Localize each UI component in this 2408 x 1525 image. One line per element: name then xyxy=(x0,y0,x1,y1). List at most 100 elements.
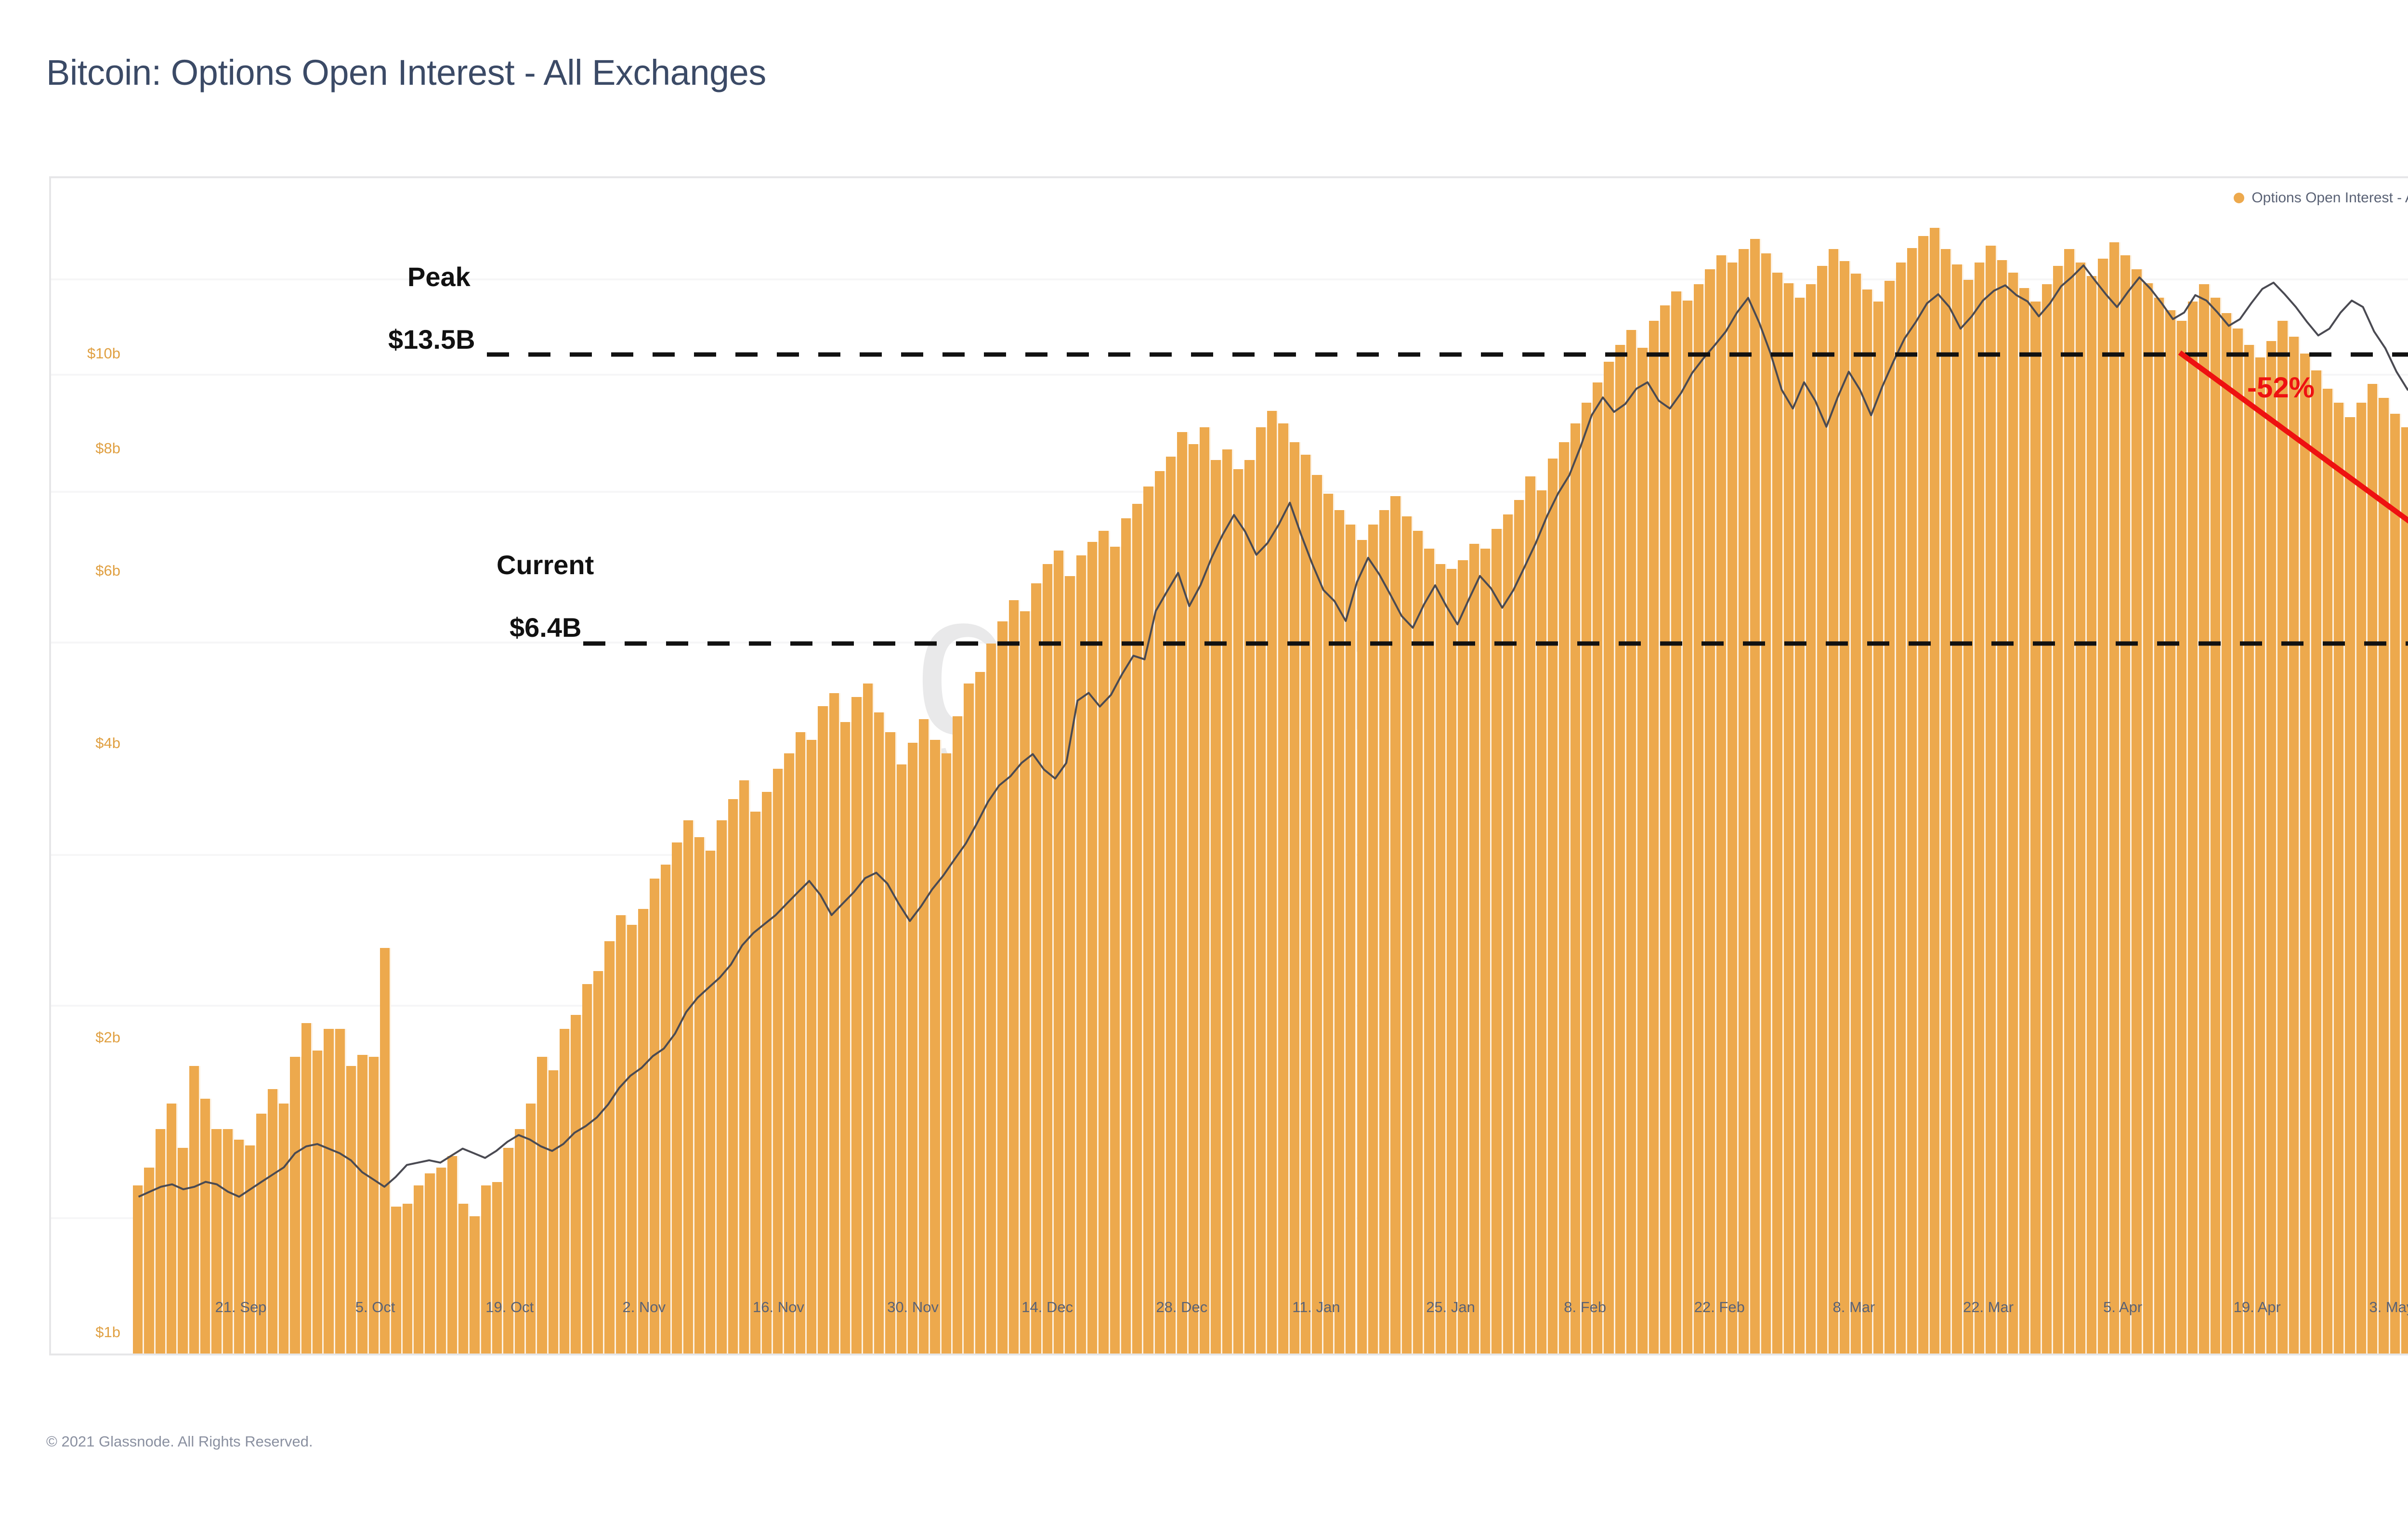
bar xyxy=(267,1089,279,1354)
bar xyxy=(1615,345,1627,1354)
bar xyxy=(627,924,639,1354)
bar xyxy=(1334,510,1346,1354)
bar xyxy=(1772,273,1784,1354)
bar xyxy=(1401,516,1413,1354)
bar xyxy=(1492,528,1503,1354)
bar xyxy=(1918,236,1930,1354)
bar xyxy=(1110,546,1121,1354)
bar xyxy=(2098,259,2109,1354)
bar xyxy=(1682,300,1694,1354)
bar xyxy=(1828,249,1840,1354)
bar xyxy=(761,792,773,1354)
bar xyxy=(481,1185,493,1354)
y-axis-left-tick: $8b xyxy=(95,439,120,457)
bar xyxy=(1289,442,1301,1354)
bar xyxy=(1637,348,1649,1354)
annotation-drawdown-percent: -52% xyxy=(2247,371,2315,404)
bar xyxy=(1413,530,1425,1354)
bar xyxy=(1761,253,1773,1354)
gridline xyxy=(51,374,2408,376)
bar xyxy=(851,697,863,1354)
bar xyxy=(1794,298,1806,1354)
footer-copyright: © 2021 Glassnode. All Rights Reserved. xyxy=(46,1433,313,1450)
bar xyxy=(638,908,650,1354)
bar xyxy=(2087,276,2098,1354)
price-line-layer xyxy=(138,264,2408,1198)
bar xyxy=(2187,302,2199,1354)
bar xyxy=(1997,260,2008,1354)
bar xyxy=(1750,239,1761,1354)
bar xyxy=(1885,280,1896,1354)
bar xyxy=(885,732,897,1354)
bar xyxy=(941,753,953,1354)
bar xyxy=(2053,265,2065,1354)
bar xyxy=(694,837,706,1354)
bar xyxy=(470,1216,481,1354)
bar xyxy=(2345,417,2356,1354)
bar xyxy=(1929,228,1941,1354)
bar xyxy=(1593,382,1604,1354)
y-axis-left-tick: $2b xyxy=(95,1029,120,1046)
y-axis-left-tick: $1b xyxy=(95,1324,120,1341)
bar xyxy=(1435,564,1447,1354)
bar xyxy=(1099,530,1110,1354)
bar xyxy=(1896,262,1907,1354)
bar xyxy=(458,1203,470,1354)
bar xyxy=(1840,261,1851,1354)
bar xyxy=(2064,249,2076,1354)
bar xyxy=(2154,298,2166,1354)
bar xyxy=(256,1114,268,1354)
bar xyxy=(2322,388,2334,1354)
bar xyxy=(514,1129,526,1354)
bar xyxy=(2165,310,2177,1354)
bar xyxy=(2199,284,2211,1354)
bar xyxy=(1053,550,1065,1354)
x-axis-tick: 3. May xyxy=(2369,1299,2408,1315)
bar xyxy=(930,739,942,1354)
bar xyxy=(2244,345,2255,1354)
bar xyxy=(301,1023,313,1354)
bar xyxy=(1806,284,1818,1354)
x-axis-tick: 25. Jan xyxy=(1426,1299,1475,1315)
bar xyxy=(1503,514,1514,1354)
bar xyxy=(1244,460,1256,1354)
bar xyxy=(200,1099,212,1354)
bar xyxy=(1739,249,1750,1354)
bar xyxy=(234,1140,246,1354)
bar xyxy=(2109,242,2121,1354)
bar xyxy=(2277,320,2289,1354)
bar xyxy=(818,706,829,1354)
bar xyxy=(1480,548,1492,1354)
bar xyxy=(368,1057,380,1354)
legend-dot-open-interest xyxy=(2234,193,2245,203)
bar xyxy=(1188,444,1200,1354)
x-axis-tick: 5. Oct xyxy=(355,1299,395,1315)
bar xyxy=(1514,500,1526,1354)
bar xyxy=(795,732,807,1354)
bar xyxy=(1177,432,1189,1354)
bar xyxy=(2075,262,2087,1354)
bar xyxy=(1458,560,1469,1354)
bar xyxy=(380,948,392,1354)
annotation-current-line2: $6.4B xyxy=(510,612,582,643)
bar xyxy=(1447,569,1458,1354)
bar xyxy=(1727,262,1739,1354)
bar xyxy=(391,1207,403,1354)
bar xyxy=(660,864,672,1354)
bar xyxy=(2019,288,2031,1354)
bar xyxy=(402,1203,414,1354)
bar xyxy=(1323,494,1335,1354)
bar xyxy=(672,842,683,1354)
bar xyxy=(1952,264,1963,1354)
bar xyxy=(357,1054,369,1354)
bar xyxy=(1783,283,1795,1354)
bar xyxy=(189,1065,200,1354)
bar xyxy=(1031,583,1043,1354)
x-axis-tick: 22. Feb xyxy=(1694,1299,1745,1315)
legend-item-open-interest[interactable]: Options Open Interest - All Exchanges [U… xyxy=(2234,190,2408,206)
bar xyxy=(2379,398,2390,1354)
bar xyxy=(1200,427,1211,1354)
bar xyxy=(1671,291,1683,1354)
bar xyxy=(1851,274,1862,1354)
bar xyxy=(1559,442,1570,1354)
